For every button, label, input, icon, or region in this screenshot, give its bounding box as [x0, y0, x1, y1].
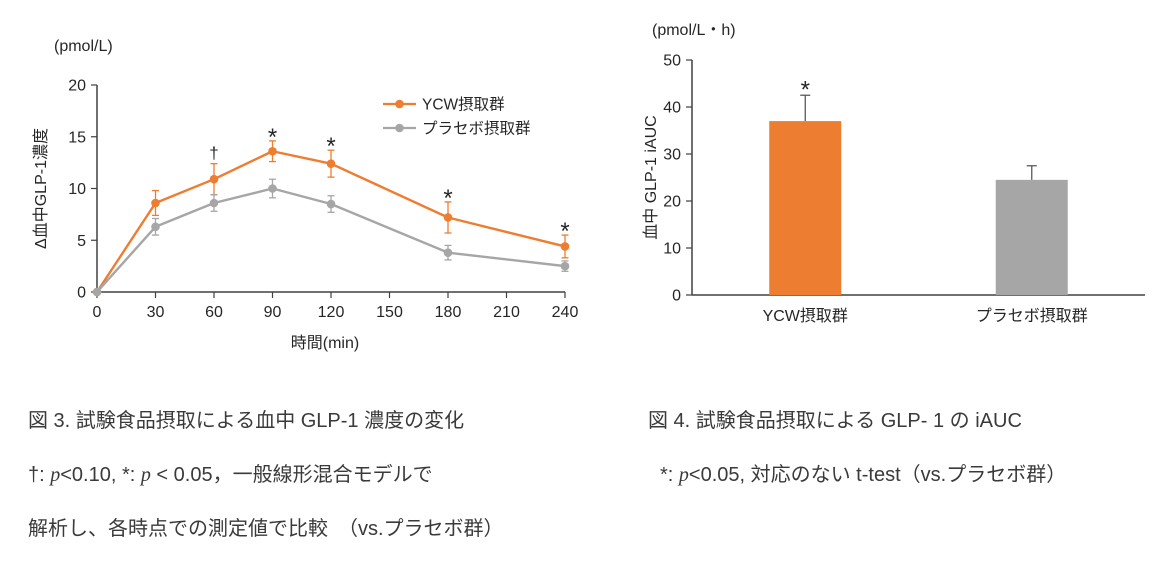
tick-labels: 0 5 10 15 20 0 30 60 90 120 150 180 210 240 — [68, 78, 578, 322]
axes — [691, 60, 1145, 296]
significance-marker: † — [209, 144, 218, 163]
figure4-title: 図 4. 試験食品摂取による GLP- 1 の iAUC — [648, 410, 1022, 432]
figure3-note-line2: 解析し、各時点での測定値で比較 （vs.プラセボ群） — [28, 518, 504, 540]
y-unit-label: (pmol/L) — [54, 38, 113, 55]
svg-text:210: 210 — [493, 304, 520, 321]
line-chart-svg: 0 5 10 15 20 0 30 60 90 120 150 180 210 240 (pmol/L) Δ血… — [32, 38, 578, 352]
svg-text:5: 5 — [77, 233, 86, 250]
figure4-caption: 図 4. 試験食品摂取による GLP- 1 の iAUC *: p<0.05, … — [648, 408, 1066, 516]
bar-0 — [769, 121, 842, 295]
data-point — [326, 159, 336, 168]
svg-text:10: 10 — [663, 241, 681, 258]
data-point — [560, 261, 570, 271]
category-label: プラセボ摂取群 — [976, 307, 1088, 325]
significance-marker: * — [443, 185, 452, 212]
series-0 — [92, 140, 570, 297]
series-1 — [92, 178, 570, 297]
svg-text:150: 150 — [376, 304, 403, 321]
y-unit-label: (pmol/L・h) — [652, 22, 736, 39]
data-point — [268, 184, 277, 193]
figure3-title: 図 3. 試験食品摂取による血中 GLP-1 濃度の変化 — [28, 410, 465, 432]
svg-text:30: 30 — [663, 147, 681, 164]
bar-1 — [995, 179, 1068, 295]
svg-text:10: 10 — [68, 181, 86, 198]
data-point — [209, 174, 219, 184]
data-point — [560, 242, 570, 251]
svg-text:15: 15 — [68, 129, 86, 146]
y-axis-title: 血中 GLP-1 iAUC — [642, 115, 660, 239]
glp1-concentration-line-chart: 0 5 10 15 20 0 30 60 90 120 150 180 210 240 (pmol/L) Δ血… — [30, 15, 615, 372]
axes — [96, 85, 565, 293]
x-axis-title: 時間(min) — [291, 334, 359, 352]
svg-text:0: 0 — [93, 304, 102, 321]
data-point — [92, 287, 102, 297]
figure3-note-line1: †: p<0.10, *: p < 0.05，一般線形混合モデルで — [28, 464, 433, 486]
svg-text:180: 180 — [435, 304, 462, 321]
legend-label: YCW摂取群 — [422, 96, 505, 114]
bar-chart-svg: 0 10 20 30 40 50 (pmol/L・h) 血中 GLP-1 iAUC YCW摂取群… — [642, 22, 1145, 325]
data-point — [268, 146, 277, 156]
svg-text:120: 120 — [318, 304, 345, 321]
svg-text:0: 0 — [672, 288, 681, 305]
data-point — [209, 198, 219, 208]
bars: YCW摂取群 プラセボ摂取群 — [763, 94, 1088, 325]
svg-text:60: 60 — [205, 304, 223, 321]
significance-marker: * — [801, 76, 810, 103]
data-point — [326, 199, 336, 209]
figure4-note: *: p<0.05, 対応のない t-test（vs.プラセボ群） — [660, 464, 1067, 486]
category-label: YCW摂取群 — [763, 307, 848, 325]
data-point — [151, 198, 160, 208]
legend-label: プラセボ摂取群 — [422, 120, 531, 138]
data-point — [151, 222, 160, 232]
tick-labels: 0 10 20 30 40 50 — [663, 53, 681, 305]
svg-text:20: 20 — [663, 194, 681, 211]
glp1-iauc-bar-chart: 0 10 20 30 40 50 (pmol/L・h) 血中 GLP-1 iAUC YCW摂取群… — [640, 5, 1160, 355]
tick-marks — [91, 84, 566, 298]
svg-text:0: 0 — [77, 285, 86, 302]
figure3-caption: 図 3. 試験食品摂取による血中 GLP-1 濃度の変化 †: p<0.10, … — [28, 408, 504, 565]
data-point — [443, 248, 453, 257]
svg-text:240: 240 — [552, 304, 579, 321]
svg-text:90: 90 — [264, 304, 282, 321]
svg-text:20: 20 — [68, 78, 86, 95]
svg-text:30: 30 — [147, 304, 165, 321]
significance-marker: * — [326, 133, 335, 160]
data-point — [443, 213, 453, 222]
svg-text:40: 40 — [663, 100, 681, 117]
significance-marker: * — [268, 124, 277, 151]
significance-marker: * — [560, 218, 569, 245]
tick-marks — [686, 59, 692, 296]
y-axis-title: Δ血中GLP-1濃度 — [32, 128, 50, 249]
svg-text:50: 50 — [663, 53, 681, 70]
